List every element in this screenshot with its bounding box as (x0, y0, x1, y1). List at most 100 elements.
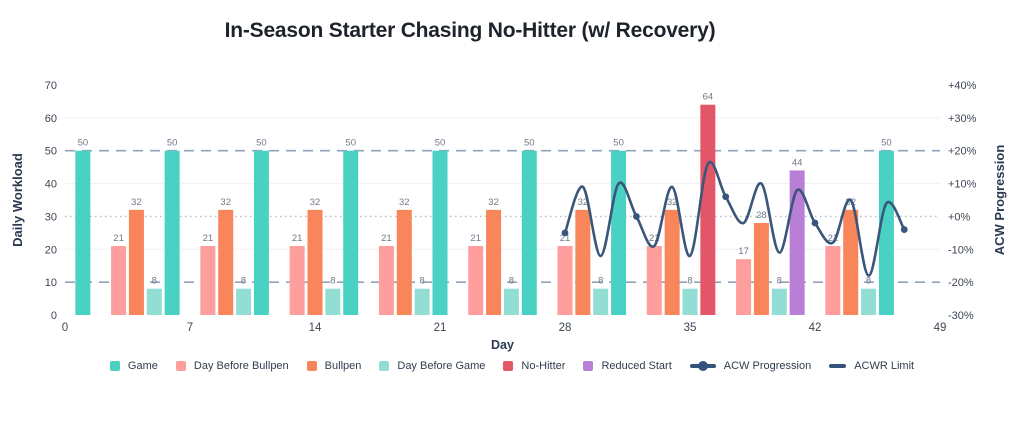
legend-label: Day Before Game (397, 360, 486, 372)
bar-bullpen-day-19 (396, 209, 412, 315)
legend-item-acwr-limit[interactable]: ACWR Limit (829, 360, 914, 372)
x-tick-7: 7 (187, 322, 193, 334)
bar-value-label: 8 (419, 276, 424, 287)
bar-day-before-game-day-5 (146, 288, 162, 315)
acw-progression-marker-day-28 (561, 229, 569, 237)
y-left-tick-60: 60 (45, 113, 57, 125)
bar-game-day-46 (878, 150, 894, 315)
bar-bullpen-day-34 (664, 209, 680, 315)
x-tick-28: 28 (559, 322, 572, 334)
bar-day-before-bullpen-day-33 (646, 246, 662, 315)
bar-value-label: 8 (866, 276, 871, 287)
bar-value-label: 21 (381, 233, 392, 244)
bar-bullpen-day-39 (753, 223, 769, 315)
bar-no-hitter-day-36 (700, 104, 716, 315)
legend-item-acw-progression[interactable]: ACW Progression (689, 360, 812, 372)
bar-game-day-31 (611, 150, 627, 315)
bar-value-label: 28 (756, 210, 767, 221)
bar-day-before-bullpen-day-3 (111, 246, 127, 315)
bullpen-swatch-icon (306, 361, 317, 371)
legend-item-game[interactable]: Game (109, 360, 158, 372)
bar-value-label: 32 (399, 197, 410, 208)
y-right-tick-40: +40% (948, 80, 977, 92)
y-right-axis-title: ACW Progression (992, 145, 1007, 256)
bar-value-label: 21 (113, 233, 124, 244)
x-tick-35: 35 (684, 322, 697, 334)
bar-value-label: 50 (613, 138, 624, 149)
acw-progression-marker-day-47 (900, 226, 908, 233)
bar-bullpen-day-29 (575, 209, 591, 315)
game-swatch-icon (109, 361, 120, 371)
bar-value-label: 32 (310, 197, 321, 208)
y-left-tick-70: 70 (45, 80, 57, 92)
legend-label: ACW Progression (723, 360, 812, 372)
bar-day-before-game-day-15 (325, 288, 341, 315)
acw-progression-marker-day-37 (722, 193, 730, 201)
plot-canvas: 50 50 50 50 50 50 50 50 21 21 21 21 21 21 21 17 21 32 32 32… (10, 80, 1007, 352)
legend-label: Bullpen (324, 360, 362, 372)
x-axis-title: Day (491, 338, 514, 352)
bar-value-label: 21 (203, 233, 214, 244)
x-tick-21: 21 (434, 322, 447, 334)
bar-day-before-game-day-30 (593, 288, 609, 315)
legend-item-reduced-start[interactable]: Reduced Start (583, 360, 672, 372)
bar-value-label: 50 (256, 138, 267, 149)
bar-value-label: 21 (649, 233, 660, 244)
bar-bullpen-day-14 (307, 209, 323, 315)
y-left-axis-title: Daily Workload (10, 153, 25, 247)
bar-game-day-16 (343, 150, 359, 315)
bar-bullpen-day-44 (843, 209, 859, 315)
bar-value-label: 8 (241, 276, 246, 287)
bar-bullpen-day-9 (218, 209, 234, 315)
legend-item-no-hitter[interactable]: No-Hitter (503, 360, 565, 372)
bar-value-label: 8 (330, 276, 335, 287)
bar-value-label: 50 (167, 138, 178, 149)
y-left-tick-40: 40 (45, 179, 57, 191)
day-before-bullpen-swatch-icon (175, 361, 186, 371)
legend-label: Game (127, 360, 158, 372)
bar-game-day-11 (253, 150, 269, 315)
bar-day-before-game-day-25 (503, 288, 519, 315)
bar-value-label: 50 (881, 138, 892, 149)
legend-item-bullpen[interactable]: Bullpen (306, 360, 362, 372)
bar-game-day-6 (164, 150, 180, 315)
bar-day-before-game-day-40 (771, 288, 787, 315)
legend: Game Day Before Bullpen Bullpen Day Before … (0, 360, 1024, 372)
bar-value-label: 50 (435, 138, 446, 149)
y-right-tick-30: -30% (948, 310, 974, 322)
bar-value-label: 21 (560, 233, 571, 244)
legend-item-day-before-game[interactable]: Day Before Game (379, 360, 485, 372)
legend-label: No-Hitter (521, 360, 566, 372)
bar-game-day-21 (432, 150, 448, 315)
bar-value-label: 32 (131, 197, 142, 208)
bar-day-before-game-day-10 (236, 288, 252, 315)
acw-progression-line (563, 160, 906, 277)
bar-value-label: 32 (220, 197, 231, 208)
bar-value-label: 50 (345, 138, 356, 149)
no-hitter-swatch-icon (503, 361, 514, 371)
y-right-tick-20: -20% (948, 277, 974, 289)
legend-label: Reduced Start (601, 360, 672, 372)
y-left-tick-10: 10 (45, 277, 57, 289)
x-tick-42: 42 (809, 322, 822, 334)
y-left-tick-20: 20 (45, 244, 57, 256)
y-right-tick-20: +20% (948, 146, 977, 158)
bar-value-label: 17 (738, 246, 749, 257)
y-right-tick-30: +30% (948, 113, 977, 125)
chart-title: In-Season Starter Chasing No-Hitter (w/ … (224, 19, 716, 42)
legend-item-day-before-bullpen[interactable]: Day Before Bullpen (175, 360, 289, 372)
bar-value-label: 8 (687, 276, 692, 287)
acw-progression-marker-day-42 (811, 219, 819, 227)
bar-value-label: 21 (292, 233, 303, 244)
bar-value-label: 8 (598, 276, 603, 287)
y-left-tick-30: 30 (45, 211, 57, 223)
bar-value-label: 50 (524, 138, 535, 149)
x-tick-49: 49 (934, 322, 947, 334)
bar-day-before-game-day-45 (861, 288, 877, 315)
bar-value-label: 50 (78, 138, 89, 149)
bar-bullpen-day-24 (486, 209, 502, 315)
bar-day-before-game-day-35 (682, 288, 698, 315)
y-right-tick-10: +10% (948, 179, 977, 191)
bar-value-label: 8 (152, 276, 157, 287)
